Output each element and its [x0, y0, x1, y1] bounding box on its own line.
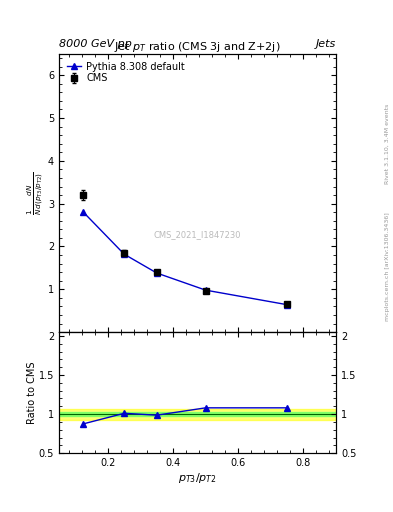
- Bar: [59, 409, 336, 419]
- Y-axis label: $\frac{1}{N}\frac{dN}{d(p_{T3}/p_{T2})}$: $\frac{1}{N}\frac{dN}{d(p_{T3}/p_{T2})}$: [26, 171, 46, 215]
- Bar: [59, 412, 336, 416]
- Text: CMS_2021_I1847230: CMS_2021_I1847230: [154, 230, 241, 239]
- Pythia 8.308 default: [203, 287, 208, 293]
- Title: Jet $p_{T}$ ratio (CMS 3j and Z+2j): Jet $p_{T}$ ratio (CMS 3j and Z+2j): [114, 39, 281, 54]
- Legend: Pythia 8.308 default, CMS: Pythia 8.308 default, CMS: [64, 58, 188, 87]
- Text: Rivet 3.1.10, 3.4M events: Rivet 3.1.10, 3.4M events: [385, 103, 389, 183]
- Pythia 8.308 default: [81, 209, 86, 215]
- Pythia 8.308 default: [122, 251, 127, 257]
- Line: Pythia 8.308 default: Pythia 8.308 default: [81, 209, 290, 308]
- Text: mcplots.cern.ch [arXiv:1306.3436]: mcplots.cern.ch [arXiv:1306.3436]: [385, 212, 389, 321]
- Pythia 8.308 default: [285, 302, 290, 308]
- Y-axis label: Ratio to CMS: Ratio to CMS: [28, 361, 37, 424]
- X-axis label: $p_{T3}/p_{T2}$: $p_{T3}/p_{T2}$: [178, 471, 217, 485]
- Text: Jets: Jets: [316, 38, 336, 49]
- Pythia 8.308 default: [154, 270, 159, 276]
- Text: 8000 GeV pp: 8000 GeV pp: [59, 38, 132, 49]
